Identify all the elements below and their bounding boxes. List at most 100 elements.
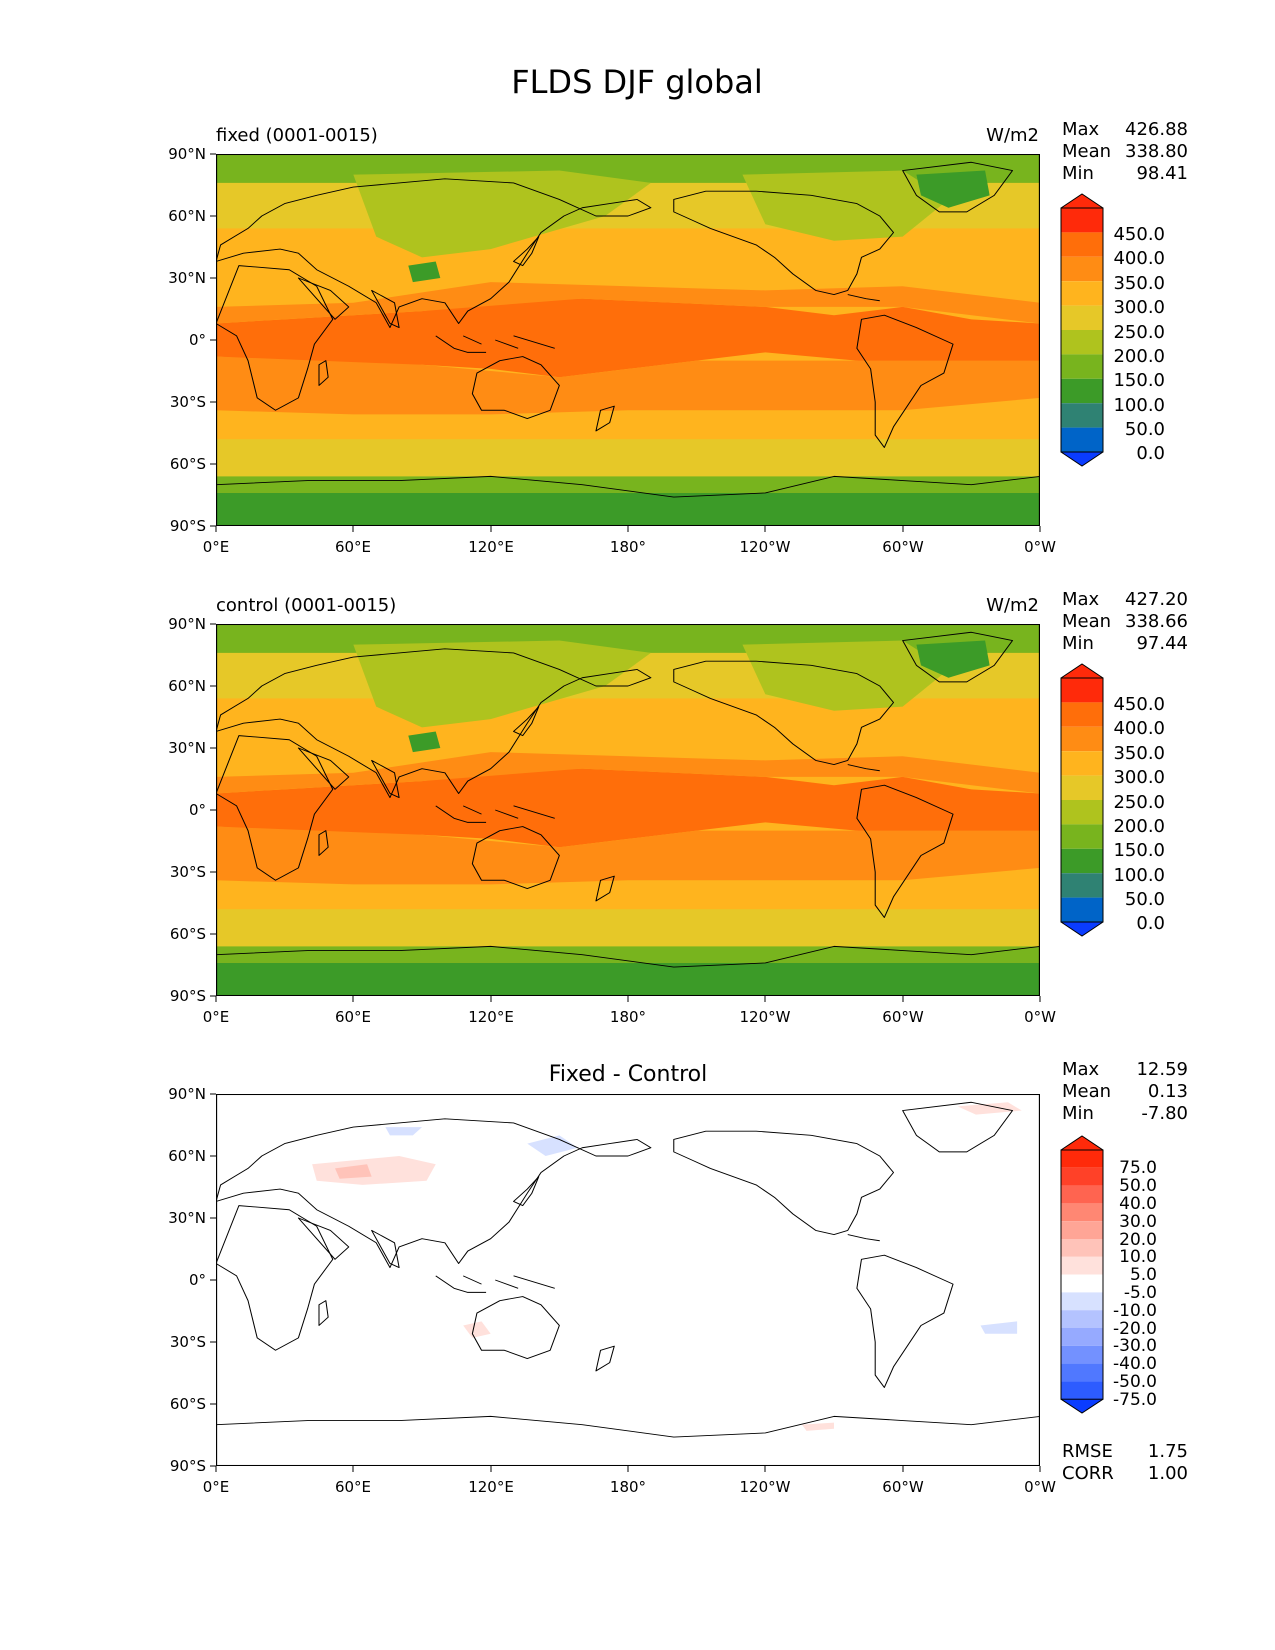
colorbar-swatch bbox=[1061, 1256, 1103, 1275]
stat-value: 338.80 bbox=[1125, 141, 1188, 162]
colorbar-label: 20.0 bbox=[1119, 1230, 1157, 1250]
figure-title: FLDS DJF global bbox=[511, 63, 763, 101]
lon-tick: 120°W bbox=[740, 1008, 791, 1026]
panel-difference: Fixed - Control 90°N 60°N 30°N 0° 30°S 6… bbox=[168, 1059, 1188, 1496]
colorbar-label: -40.0 bbox=[1113, 1354, 1157, 1374]
panel-control-lat-ticks: 90°N 60°N 30°N 0° 30°S 60°S 90°S bbox=[168, 615, 216, 1005]
colorbar-label: -5.0 bbox=[1124, 1283, 1157, 1303]
stat-value: 98.41 bbox=[1136, 163, 1188, 184]
colorbar-label: 150.0 bbox=[1113, 370, 1165, 391]
lon-tick: 0°W bbox=[1024, 1008, 1056, 1026]
panel-difference-lon-ticks: 0°E 60°E 120°E 180° 120°W 60°W 0°W bbox=[203, 1466, 1056, 1496]
panel-control-map bbox=[216, 624, 1040, 996]
colorbar-swatch bbox=[1061, 873, 1103, 898]
panel-fixed: fixed (0001-0015) W/m2 90°N 60°N 30°N 0°… bbox=[168, 119, 1188, 556]
anomaly-positive bbox=[463, 1321, 491, 1338]
anomaly-positive-core bbox=[335, 1164, 372, 1179]
colorbar-label: 150.0 bbox=[1113, 840, 1165, 861]
band-tropics bbox=[216, 298, 1040, 378]
colorbar-swatch bbox=[1061, 403, 1103, 428]
panel-fixed-map bbox=[216, 154, 1040, 526]
colorbar-swatch bbox=[1061, 1239, 1103, 1257]
region-canada bbox=[742, 170, 949, 241]
panel-control-stats: Max 427.20 Mean 338.66 Min 97.44 bbox=[1062, 589, 1188, 654]
colorbar-label: -10.0 bbox=[1113, 1301, 1157, 1321]
colorbar-label: 75.0 bbox=[1119, 1158, 1157, 1178]
band-southern-ocean bbox=[216, 909, 1040, 951]
colorbar-swatch bbox=[1061, 1150, 1103, 1168]
colorbar-label: 100.0 bbox=[1113, 395, 1165, 416]
lat-tick: 0° bbox=[189, 331, 206, 349]
colorbar-label: 250.0 bbox=[1113, 322, 1165, 343]
colorbar-swatch bbox=[1061, 1167, 1103, 1186]
lat-tick: 0° bbox=[189, 801, 206, 819]
region-siberia bbox=[353, 640, 651, 728]
panel-fixed-stats: Max 426.88 Mean 338.80 Min 98.41 bbox=[1062, 119, 1188, 184]
colorbar-swatch bbox=[1061, 800, 1103, 825]
colorbar-label: 0.0 bbox=[1136, 913, 1165, 934]
colorbar-label: 100.0 bbox=[1113, 865, 1165, 886]
colorbar-label: -30.0 bbox=[1113, 1336, 1157, 1356]
colorbar-swatch bbox=[1061, 427, 1103, 452]
region-tibet bbox=[408, 731, 441, 753]
band-subtropics bbox=[216, 752, 1040, 885]
band-antarctica bbox=[216, 492, 1040, 526]
colorbar-label: -50.0 bbox=[1113, 1372, 1157, 1392]
stat-label: Min bbox=[1062, 1103, 1094, 1124]
lat-tick: 60°N bbox=[168, 207, 206, 225]
colorbar-swatch bbox=[1061, 1292, 1103, 1311]
colorbar-label: 250.0 bbox=[1113, 792, 1165, 813]
panel-control-colorbar: 450.0 400.0 350.0 300.0 250.0 200.0 150.… bbox=[1060, 663, 1165, 937]
stat-label: Min bbox=[1062, 163, 1094, 184]
lat-tick: 90°N bbox=[168, 1085, 206, 1103]
stat-label: Max bbox=[1062, 119, 1100, 140]
panel-control-units: W/m2 bbox=[986, 595, 1039, 616]
colorbar-swatch bbox=[1061, 1274, 1103, 1293]
colorbar-label: 50.0 bbox=[1125, 419, 1165, 440]
stat-value: 12.59 bbox=[1136, 1059, 1188, 1080]
colorbar-swatch bbox=[1061, 232, 1103, 257]
panel-difference-title: Fixed - Control bbox=[549, 1062, 707, 1087]
colorbar-swatch bbox=[1061, 354, 1103, 379]
colorbar-label: 300.0 bbox=[1113, 767, 1165, 788]
lon-tick: 180° bbox=[610, 1008, 646, 1026]
lat-tick: 90°S bbox=[170, 1457, 206, 1475]
lon-tick: 0°E bbox=[203, 1478, 230, 1496]
colorbar-extend-top bbox=[1061, 1136, 1103, 1150]
colorbar-swatch bbox=[1061, 824, 1103, 849]
lon-tick: 120°W bbox=[740, 538, 791, 556]
colorbar-swatch bbox=[1061, 1310, 1103, 1328]
colorbar-label: 300.0 bbox=[1113, 297, 1165, 318]
colorbar-swatch bbox=[1061, 1185, 1103, 1204]
colorbar-swatch bbox=[1061, 256, 1103, 282]
colorbar-swatch bbox=[1061, 848, 1103, 874]
lat-tick: 90°S bbox=[170, 987, 206, 1005]
stat-label: Mean bbox=[1062, 1081, 1111, 1102]
colorbar-swatch bbox=[1061, 1363, 1103, 1382]
colorbar-label: 400.0 bbox=[1113, 248, 1165, 269]
lon-tick: 60°E bbox=[335, 1478, 371, 1496]
colorbar-swatch bbox=[1061, 1221, 1103, 1239]
colorbar-swatch bbox=[1061, 330, 1103, 355]
lat-tick: 60°S bbox=[170, 925, 206, 943]
anomaly-positive bbox=[957, 1102, 1022, 1115]
lon-tick: 60°E bbox=[335, 538, 371, 556]
lat-tick: 30°S bbox=[170, 393, 206, 411]
lon-tick: 120°E bbox=[468, 538, 514, 556]
colorbar-label: 5.0 bbox=[1130, 1265, 1157, 1285]
colorbar-swatch bbox=[1061, 1203, 1103, 1222]
region-greenland bbox=[916, 170, 990, 208]
colorbar-swatch bbox=[1061, 702, 1103, 727]
lon-tick: 0°W bbox=[1024, 538, 1056, 556]
colorbar-swatch bbox=[1061, 378, 1103, 404]
lat-tick: 30°N bbox=[168, 739, 206, 757]
colorbar-swatch bbox=[1061, 1345, 1103, 1364]
region-siberia bbox=[353, 170, 651, 258]
stat-label: Mean bbox=[1062, 141, 1111, 162]
colorbar-swatch bbox=[1061, 281, 1103, 306]
colorbar-swatch bbox=[1061, 897, 1103, 922]
colorbar-swatch bbox=[1061, 1328, 1103, 1346]
panel-fixed-colorbar: 450.0 400.0 350.0 300.0 250.0 200.0 150.… bbox=[1060, 193, 1165, 467]
panel-difference-extra-stats: RMSE 1.75 CORR 1.00 bbox=[1062, 1441, 1188, 1484]
panel-difference-stats: Max 12.59 Mean 0.13 Min -7.80 bbox=[1062, 1059, 1188, 1124]
